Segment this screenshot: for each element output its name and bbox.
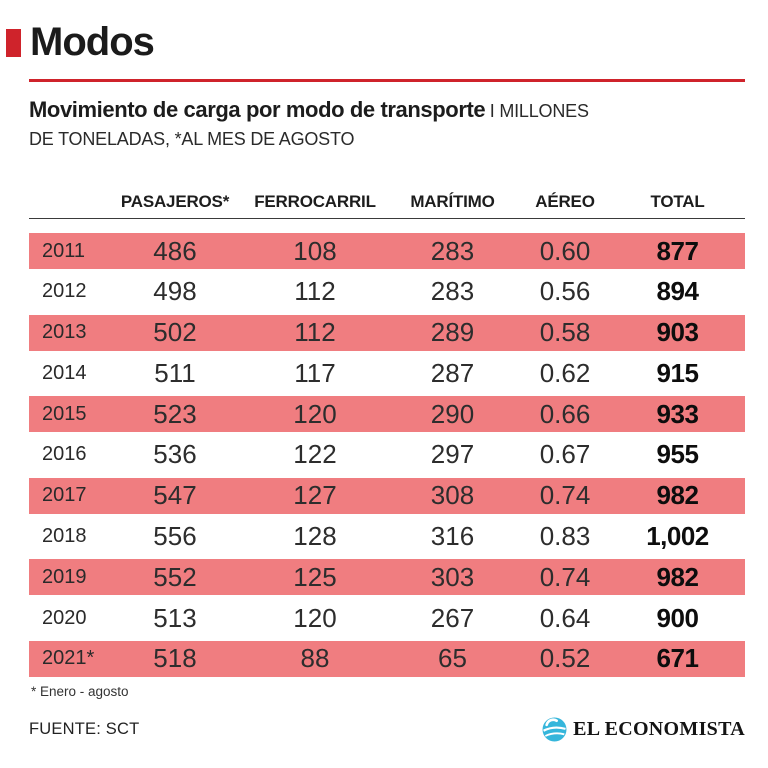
value-cell: 547 <box>153 480 197 511</box>
value-cell: 0.66 <box>539 398 591 429</box>
total-cell: 955 <box>656 439 699 470</box>
table-row: 2017 547 127 308 0.74 982 <box>29 477 745 514</box>
value-cell: 108 <box>293 235 337 266</box>
year-cell: 2018 <box>42 525 87 548</box>
value-cell: 283 <box>430 276 475 307</box>
value-cell: 128 <box>293 521 337 552</box>
year-cell: 2015 <box>42 402 87 425</box>
value-cell: 308 <box>430 480 475 511</box>
total-cell: 671 <box>656 643 699 674</box>
accent-square <box>6 29 21 57</box>
table-row: 2011 486 108 283 0.60 877 <box>29 233 745 269</box>
value-cell: 65 <box>438 643 467 674</box>
value-cell: 112 <box>294 276 336 307</box>
value-cell: 0.74 <box>539 480 591 511</box>
value-cell: 0.83 <box>539 521 591 552</box>
value-cell: 513 <box>153 602 197 633</box>
table-row: 2013 502 112 289 0.58 903 <box>29 314 745 351</box>
column-header: MARÍTIMO <box>410 192 495 211</box>
value-cell: 120 <box>293 602 337 633</box>
year-cell: 2012 <box>42 280 87 303</box>
total-cell: 900 <box>656 602 699 633</box>
column-header: FERROCARRIL <box>254 192 376 211</box>
subtitle-unit-first: I MILLONES <box>489 101 589 121</box>
value-cell: 0.52 <box>539 643 591 674</box>
value-cell: 287 <box>430 357 475 388</box>
value-cell: 283 <box>430 235 475 266</box>
column-header: PASAJEROS* <box>120 192 230 211</box>
value-cell: 0.62 <box>539 357 591 388</box>
value-cell: 290 <box>430 398 475 429</box>
footnote: * Enero - agosto <box>31 684 129 699</box>
value-cell: 518 <box>153 643 197 674</box>
value-cell: 120 <box>293 398 337 429</box>
value-cell: 112 <box>294 317 336 348</box>
value-cell: 552 <box>153 561 197 592</box>
value-cell: 0.58 <box>539 317 591 348</box>
page-title: Modos <box>30 20 155 64</box>
subtitle-title: Movimiento de carga por modo de transpor… <box>29 97 486 122</box>
table-row: 2020 513 120 267 0.64 900 <box>29 600 745 637</box>
value-cell: 498 <box>153 276 197 307</box>
year-cell: 2020 <box>42 606 87 629</box>
value-cell: 127 <box>293 480 337 511</box>
year-cell: 2019 <box>42 565 87 588</box>
year-cell: 2021* <box>42 647 95 670</box>
el-economista-globe-icon <box>542 717 567 742</box>
source-label: FUENTE: SCT <box>29 720 140 738</box>
value-cell: 0.67 <box>539 439 591 470</box>
year-cell: 2017 <box>42 484 87 507</box>
table-row: 2019 552 125 303 0.74 982 <box>29 559 745 596</box>
total-cell: 933 <box>656 398 699 429</box>
value-cell: 303 <box>430 561 475 592</box>
value-cell: 88 <box>300 643 330 674</box>
value-cell: 297 <box>430 439 475 470</box>
publisher-name: EL ECONOMISTA <box>573 718 745 740</box>
title-rule <box>29 79 745 82</box>
table-row: 2021* 518 88 65 0.52 671 <box>29 640 745 677</box>
total-cell: 903 <box>656 317 699 348</box>
year-cell: 2013 <box>42 321 87 344</box>
table-row: 2015 523 120 290 0.66 933 <box>29 396 745 433</box>
table-row: 2018 556 128 316 0.83 1,002 <box>29 518 745 555</box>
total-cell: 982 <box>656 480 699 511</box>
year-cell: 2014 <box>42 361 87 384</box>
value-cell: 0.56 <box>539 276 591 307</box>
total-cell: 982 <box>656 561 699 592</box>
table-header: PASAJEROS* FERROCARRIL MARÍTIMO AÉREO TOTAL <box>29 182 745 219</box>
subtitle-unit-second: DE TONELADAS, *AL MES DE AGOSTO <box>29 129 355 149</box>
value-cell: 511 <box>154 357 196 388</box>
column-header: TOTAL <box>650 192 705 211</box>
table-row: 2014 511 117 287 0.62 915 <box>29 355 745 392</box>
value-cell: 117 <box>294 357 336 388</box>
total-cell: 894 <box>656 276 699 307</box>
value-cell: 125 <box>293 561 337 592</box>
value-cell: 523 <box>153 398 197 429</box>
value-cell: 0.74 <box>539 561 591 592</box>
value-cell: 0.64 <box>539 602 591 633</box>
table-row: 2016 536 122 297 0.67 955 <box>29 436 745 473</box>
table-row: 2012 498 112 283 0.56 894 <box>29 273 745 310</box>
total-cell: 1,002 <box>646 521 709 552</box>
value-cell: 556 <box>153 521 197 552</box>
value-cell: 267 <box>430 602 475 633</box>
data-table: PASAJEROS* FERROCARRIL MARÍTIMO AÉREO TOTAL … <box>29 182 745 682</box>
year-cell: 2011 <box>42 239 86 262</box>
value-cell: 502 <box>153 317 197 348</box>
total-cell: 877 <box>656 235 699 266</box>
publisher-logo: EL ECONOMISTA <box>542 717 745 742</box>
total-cell: 915 <box>656 357 699 388</box>
value-cell: 289 <box>430 317 475 348</box>
value-cell: 122 <box>293 439 337 470</box>
column-header: AÉREO <box>535 192 595 211</box>
value-cell: 536 <box>153 439 197 470</box>
value-cell: 0.60 <box>539 235 591 266</box>
value-cell: 316 <box>430 521 475 552</box>
value-cell: 486 <box>153 235 197 266</box>
table-body: 2011 486 108 283 0.60 877 2012 498 112 283 0.56 894… <box>29 233 745 677</box>
chart-subtitle: Movimiento de carga por modo de transpor… <box>29 97 751 152</box>
year-cell: 2016 <box>42 443 87 466</box>
